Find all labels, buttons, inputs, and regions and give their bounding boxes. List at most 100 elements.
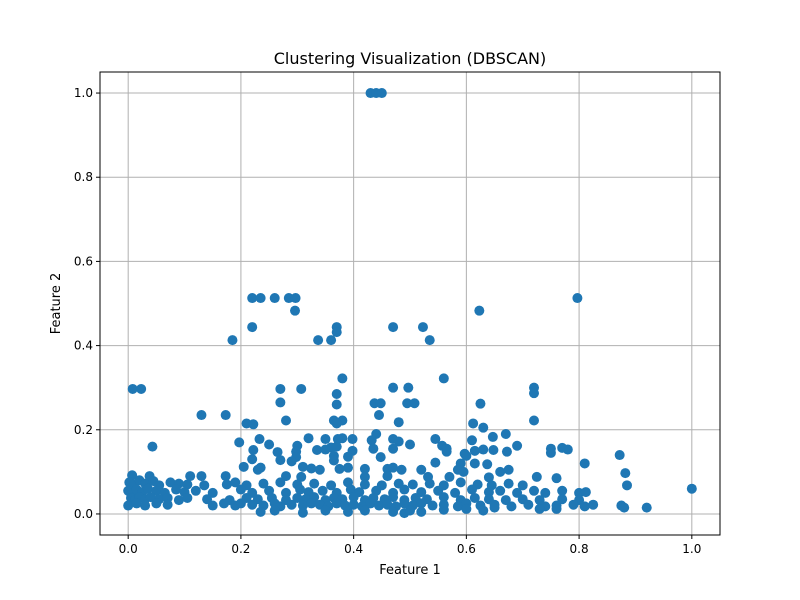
scatter-point xyxy=(281,487,291,498)
scatter-point xyxy=(467,435,477,446)
scatter-point xyxy=(388,322,399,333)
scatter-point xyxy=(196,410,207,421)
scatter-point xyxy=(376,88,387,99)
x-tick-label: 1.0 xyxy=(682,542,701,556)
scatter-point xyxy=(399,498,410,509)
scatter-point xyxy=(478,422,489,433)
scatter-point xyxy=(275,397,286,408)
scatter-point xyxy=(303,433,314,444)
scatter-point xyxy=(328,455,339,466)
scatter-point xyxy=(123,500,134,511)
scatter-point xyxy=(359,471,370,482)
scatter-point xyxy=(568,499,579,510)
scatter-point xyxy=(399,484,410,495)
scatter-point xyxy=(235,484,246,495)
scatter-point xyxy=(580,487,591,498)
scatter-point xyxy=(483,487,494,498)
scatter-point xyxy=(286,456,297,467)
data-points xyxy=(123,88,697,519)
scatter-point xyxy=(545,447,556,458)
scatter-point xyxy=(382,499,393,510)
scatter-point xyxy=(619,502,630,513)
y-tick-label: 0.0 xyxy=(74,507,93,521)
scatter-point xyxy=(332,434,343,445)
scatter-point xyxy=(483,472,494,483)
scatter-point xyxy=(313,335,324,346)
scatter-point xyxy=(238,461,249,472)
scatter-point xyxy=(182,479,193,490)
scatter-point xyxy=(317,485,328,496)
scatter-point xyxy=(235,498,246,509)
scatter-point xyxy=(396,464,407,475)
scatter-point xyxy=(275,383,286,394)
x-axis-ticks: 0.0 0.2 0.4 0.6 0.8 1.0 xyxy=(119,535,701,556)
scatter-point xyxy=(142,483,153,494)
scatter-point xyxy=(444,471,455,482)
scatter-point xyxy=(182,492,193,503)
scatter-point xyxy=(588,499,599,510)
x-tick-label: 0.0 xyxy=(119,542,138,556)
scatter-point xyxy=(579,458,590,469)
scatter-point xyxy=(331,327,342,338)
scatter-point xyxy=(416,498,427,509)
scatter-point xyxy=(162,499,173,510)
scatter-point xyxy=(503,478,514,489)
x-tick-label: 0.2 xyxy=(231,542,250,556)
scatter-point xyxy=(334,463,345,474)
scatter-point xyxy=(269,505,280,516)
scatter-point xyxy=(416,464,427,475)
scatter-point xyxy=(427,500,438,511)
scatter-point xyxy=(478,505,489,516)
scatter-point xyxy=(641,502,652,513)
scatter-point xyxy=(402,398,413,409)
scatter-point xyxy=(551,503,562,514)
scatter-point xyxy=(438,373,449,384)
scatter-point xyxy=(506,501,517,512)
scatter-point xyxy=(221,479,232,490)
scatter-point xyxy=(345,484,356,495)
scatter-point xyxy=(531,471,542,482)
scatter-point xyxy=(173,495,184,506)
scatter-point xyxy=(312,444,322,455)
scatter-point xyxy=(248,444,259,455)
scatter-point xyxy=(306,498,317,509)
scatter-point xyxy=(388,443,399,454)
x-tick-label: 0.4 xyxy=(344,542,363,556)
scatter-point xyxy=(196,471,207,482)
scatter-point xyxy=(331,498,342,509)
scatter-point xyxy=(286,499,297,510)
scatter-point xyxy=(620,468,631,479)
scatter-point xyxy=(171,484,182,495)
scatter-point xyxy=(255,293,266,304)
scatter-point xyxy=(220,410,231,421)
scatter-point xyxy=(529,415,539,426)
scatter-point xyxy=(127,383,138,394)
scatter-point xyxy=(540,487,551,498)
scatter-point xyxy=(557,485,568,496)
scatter-point xyxy=(147,441,158,452)
scatter-point xyxy=(403,382,414,393)
scatter-point xyxy=(503,464,514,475)
scatter-point xyxy=(269,293,280,304)
scatter-point xyxy=(296,471,307,482)
y-axis-label: Feature 2 xyxy=(49,273,64,335)
y-tick-label: 0.8 xyxy=(74,170,93,184)
scatter-point xyxy=(405,439,415,450)
scatter-point xyxy=(258,478,269,489)
scatter-point xyxy=(290,305,301,316)
scatter-point xyxy=(254,434,265,445)
scatter-point xyxy=(468,418,479,429)
scatter-point xyxy=(359,479,370,490)
x-axis-label: Feature 1 xyxy=(379,563,441,578)
scatter-point xyxy=(227,335,238,346)
y-tick-label: 1.0 xyxy=(74,86,93,100)
scatter-point xyxy=(297,507,308,518)
scatter-point xyxy=(686,483,697,494)
scatter-point xyxy=(482,459,493,470)
scatter-point xyxy=(306,463,317,474)
plot-frame xyxy=(99,71,721,536)
y-tick-label: 0.2 xyxy=(74,423,93,437)
scatter-point xyxy=(393,417,404,428)
scatter-point xyxy=(450,487,461,498)
